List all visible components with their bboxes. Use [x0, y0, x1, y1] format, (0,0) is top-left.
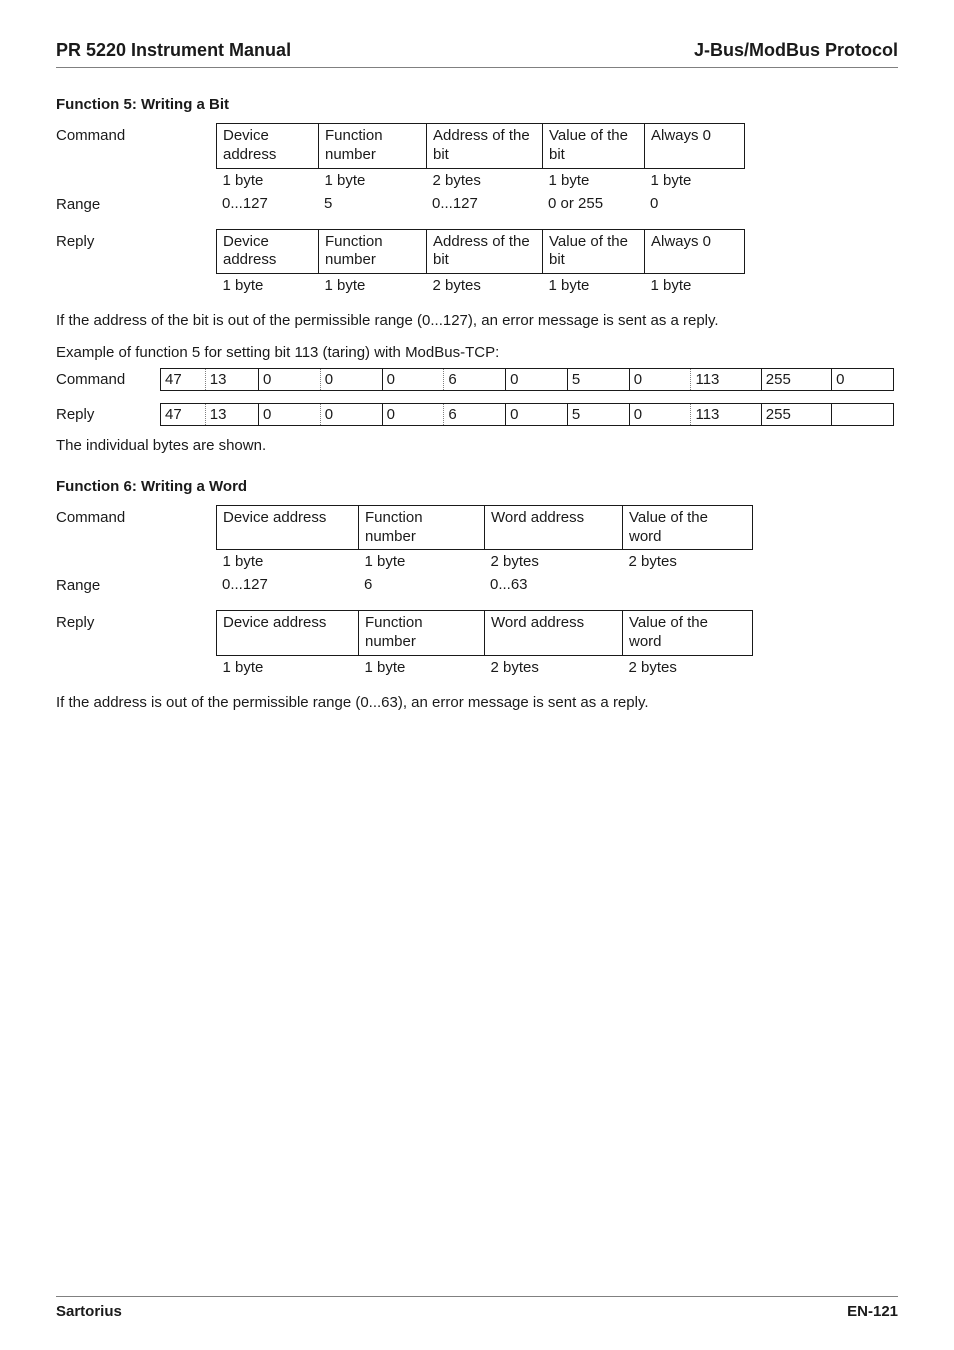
label-command-6: Command	[56, 505, 216, 526]
cell: 1 byte	[543, 274, 645, 298]
cell: 1 byte	[645, 168, 745, 192]
cell: 1 byte	[217, 655, 359, 679]
th-function-number: Function number	[319, 124, 427, 169]
th-device-address: Device address	[217, 611, 359, 656]
byte-cell: 0	[506, 368, 568, 390]
th-always-0: Always 0	[645, 124, 745, 169]
th-function-number: Function number	[319, 229, 427, 274]
section5-note: If the address of the bit is out of the …	[56, 311, 898, 331]
byte-reply-label: Reply	[56, 406, 160, 423]
label-command: Command	[56, 123, 216, 144]
cell: 1 byte	[217, 168, 319, 192]
section5-range-table: 0...127 5 0...127 0 or 255 0	[216, 192, 744, 215]
header-right: J-Bus/ModBus Protocol	[694, 40, 898, 61]
cell: 0...127	[216, 192, 318, 215]
section6-note: If the address is out of the permissible…	[56, 693, 898, 713]
cell: 2 bytes	[485, 655, 623, 679]
byte-cell: 5	[567, 403, 629, 425]
th-address-of-bit: Address of the bit	[427, 229, 543, 274]
cell: 1 byte	[359, 550, 485, 574]
cell: 1 byte	[217, 274, 319, 298]
section6-command-table: Device address Function number Word addr…	[216, 505, 753, 574]
byte-cell: 0	[259, 368, 321, 390]
th-always-0: Always 0	[645, 229, 745, 274]
byte-cell: 47	[161, 368, 206, 390]
cell: 1 byte	[217, 550, 359, 574]
individual-bytes-note: The individual bytes are shown.	[56, 436, 898, 456]
byte-command-label: Command	[56, 371, 160, 388]
th-value-of-word: Value of the word	[623, 611, 753, 656]
cell: 0 or 255	[542, 192, 644, 215]
th-device-address: Device address	[217, 229, 319, 274]
byte-cell: 0	[320, 403, 382, 425]
footer-left: Sartorius	[56, 1303, 122, 1320]
section6-range-table: 0...127 6 0...63	[216, 573, 752, 596]
page-footer: Sartorius EN-121	[56, 1296, 898, 1320]
byte-cell: 0	[629, 368, 691, 390]
th-value-of-bit: Value of the bit	[543, 229, 645, 274]
byte-cell: 255	[761, 368, 831, 390]
cell: 5	[318, 192, 426, 215]
byte-cell: 0	[382, 403, 444, 425]
cell: 2 bytes	[623, 550, 753, 574]
cell: 2 bytes	[485, 550, 623, 574]
cell: 1 byte	[359, 655, 485, 679]
label-range: Range	[56, 192, 216, 213]
cell: 6	[358, 573, 484, 596]
section6-heading: Function 6: Writing a Word	[56, 478, 898, 495]
th-value-of-bit: Value of the bit	[543, 124, 645, 169]
th-value-of-word: Value of the word	[623, 505, 753, 550]
cell: 2 bytes	[427, 168, 543, 192]
byte-cell: 113	[691, 403, 761, 425]
byte-cell: 6	[444, 368, 506, 390]
cell: 1 byte	[319, 274, 427, 298]
label-range-6: Range	[56, 573, 216, 594]
cell: 1 byte	[645, 274, 745, 298]
cell: 2 bytes	[427, 274, 543, 298]
cell: 1 byte	[319, 168, 427, 192]
section5-command-table: Device address Function number Address o…	[216, 123, 745, 192]
byte-cell	[832, 403, 894, 425]
label-reply: Reply	[56, 229, 216, 250]
byte-reply-table: 47 13 0 0 0 6 0 5 0 113 255	[160, 403, 894, 426]
byte-cell: 0	[832, 368, 894, 390]
th-device-address: Device address	[217, 124, 319, 169]
byte-cell: 5	[567, 368, 629, 390]
section5-heading: Function 5: Writing a Bit	[56, 96, 898, 113]
byte-cell: 47	[161, 403, 206, 425]
byte-cell: 0	[506, 403, 568, 425]
cell: 0...127	[216, 573, 358, 596]
byte-cell: 13	[205, 403, 258, 425]
section6-reply-table: Device address Function number Word addr…	[216, 610, 753, 679]
label-reply-6: Reply	[56, 610, 216, 631]
byte-cell: 0	[320, 368, 382, 390]
th-device-address: Device address	[217, 505, 359, 550]
footer-right: EN-121	[847, 1303, 898, 1320]
cell: 0	[644, 192, 744, 215]
cell: 0...63	[484, 573, 622, 596]
th-word-address: Word address	[485, 505, 623, 550]
cell: 1 byte	[543, 168, 645, 192]
byte-cell: 13	[205, 368, 258, 390]
th-function-number: Function number	[359, 611, 485, 656]
byte-cell: 0	[259, 403, 321, 425]
byte-cell: 113	[691, 368, 761, 390]
cell: 2 bytes	[623, 655, 753, 679]
cell	[622, 573, 752, 596]
th-word-address: Word address	[485, 611, 623, 656]
cell: 0...127	[426, 192, 542, 215]
section5-example-heading: Example of function 5 for setting bit 11…	[56, 343, 898, 363]
th-address-of-bit: Address of the bit	[427, 124, 543, 169]
byte-command-table: 47 13 0 0 0 6 0 5 0 113 255 0	[160, 368, 894, 391]
byte-cell: 6	[444, 403, 506, 425]
byte-cell: 0	[629, 403, 691, 425]
byte-cell: 255	[761, 403, 831, 425]
th-function-number: Function number	[359, 505, 485, 550]
page-header: PR 5220 Instrument Manual J-Bus/ModBus P…	[56, 40, 898, 68]
section5-reply-table: Device address Function number Address o…	[216, 229, 745, 298]
byte-cell: 0	[382, 368, 444, 390]
header-left: PR 5220 Instrument Manual	[56, 40, 291, 61]
